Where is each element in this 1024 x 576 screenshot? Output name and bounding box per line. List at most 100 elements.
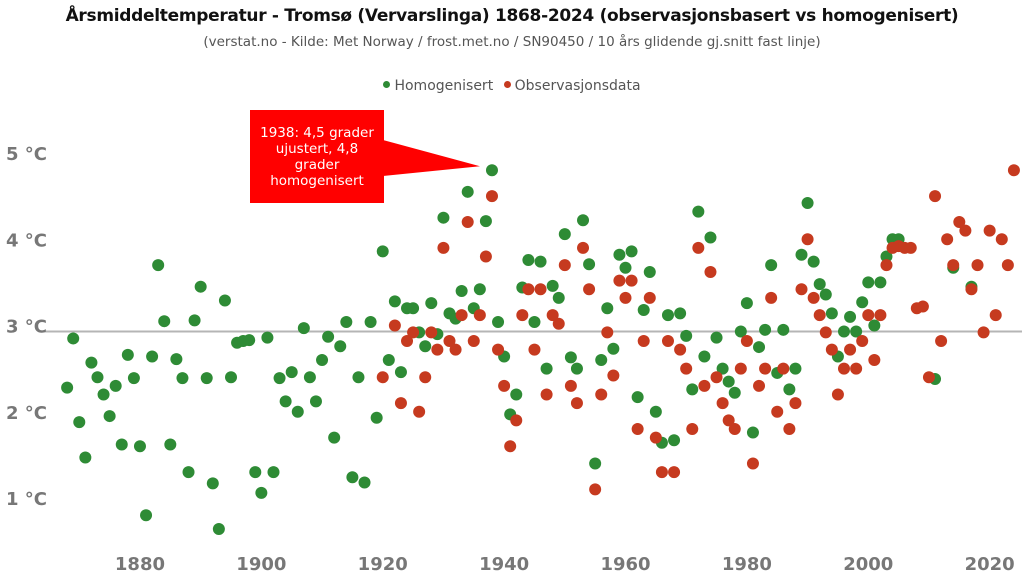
homogenisert-point	[249, 466, 262, 479]
homogenisert-point	[704, 231, 717, 244]
homogenisert-point	[133, 440, 146, 453]
homogenisert-point	[146, 350, 159, 363]
homogenisert-point	[674, 307, 687, 320]
homogenisert-point	[856, 296, 869, 309]
observasjonsdata-point	[413, 405, 426, 418]
observasjonsdata-point	[473, 309, 486, 322]
observasjonsdata-point	[528, 343, 541, 356]
homogenisert-point	[176, 372, 189, 385]
observasjonsdata-point	[771, 405, 784, 418]
observasjonsdata-point	[613, 274, 626, 287]
observasjonsdata-point	[977, 326, 990, 339]
homogenisert-point	[170, 353, 183, 366]
homogenisert-point	[425, 297, 438, 310]
legend-marker-observasjonsdata	[503, 80, 511, 88]
annotation-pointer	[383, 140, 480, 176]
homogenisert-point	[370, 411, 383, 424]
homogenisert-point	[522, 253, 535, 266]
homogenisert-point	[753, 341, 766, 354]
homogenisert-point	[115, 438, 128, 451]
observasjonsdata-point	[510, 414, 523, 427]
homogenisert-point	[589, 457, 602, 470]
observasjonsdata-point	[485, 190, 498, 203]
observasjonsdata-point	[425, 326, 438, 339]
observasjonsdata-point	[583, 283, 596, 296]
homogenisert-point	[225, 371, 238, 384]
observasjonsdata-point	[540, 388, 553, 401]
observasjonsdata-point	[868, 354, 881, 366]
homogenisert-point	[783, 383, 796, 396]
x-tick-label: 2000	[843, 554, 893, 575]
annotation-box: 1938: 4,5 grader ujustert, 4,8 grader ho…	[250, 110, 384, 203]
homogenisert-point	[261, 331, 274, 344]
observasjonsdata-point	[856, 335, 869, 348]
legend-label-observasjonsdata: Observasjonsdata	[514, 78, 641, 94]
homogenisert-point	[473, 283, 486, 296]
observasjonsdata-point	[722, 414, 735, 427]
homogenisert-point	[291, 405, 304, 418]
homogenisert-point	[631, 391, 644, 404]
observasjonsdata-point	[753, 379, 766, 392]
homogenisert-point	[352, 371, 365, 384]
homogenisert-point	[868, 319, 881, 332]
homogenisert-point	[394, 366, 407, 379]
observasjonsdata-point	[929, 190, 942, 203]
homogenisert-point	[789, 362, 802, 375]
observasjonsdata-point	[947, 259, 960, 272]
observasjonsdata-point	[589, 483, 602, 496]
homogenisert-point	[862, 276, 875, 289]
observasjonsdata-point	[558, 259, 571, 272]
observasjonsdata-point	[661, 335, 674, 348]
homogenisert-point	[85, 356, 98, 369]
homogenisert-point	[407, 302, 420, 315]
homogenisert-point	[643, 266, 656, 279]
homogenisert-point	[437, 211, 450, 224]
homogenisert-point	[206, 477, 219, 490]
homogenisert-point	[734, 325, 747, 338]
observasjonsdata-point	[655, 466, 668, 479]
legend-label-homogenisert: Homogenisert	[394, 78, 494, 94]
homogenisert-point	[844, 310, 857, 323]
homogenisert-point	[455, 285, 468, 297]
observasjonsdata-point	[394, 397, 407, 410]
legend-item-homogenisert[interactable]: Homogenisert	[383, 78, 493, 94]
observasjonsdata-point	[922, 371, 935, 384]
homogenisert-point	[273, 372, 286, 385]
homogenisert-point	[194, 280, 207, 293]
homogenisert-point	[777, 323, 790, 336]
observasjonsdata-point	[577, 241, 590, 254]
homogenisert-point	[825, 307, 838, 320]
homogenisert-point	[328, 431, 341, 444]
observasjonsdata-point	[795, 283, 808, 296]
observasjonsdata-point	[825, 343, 838, 356]
observasjonsdata-point	[686, 423, 699, 435]
observasjonsdata-point	[819, 326, 832, 339]
observasjonsdata-point	[461, 216, 474, 228]
homogenisert-point	[346, 471, 359, 484]
observasjonsdata-point	[674, 343, 687, 356]
observasjonsdata-point	[941, 233, 954, 246]
homogenisert-point	[613, 248, 626, 261]
homogenisert-point	[874, 276, 887, 289]
observasjonsdata-point	[831, 388, 844, 401]
homogenisert-point	[801, 197, 814, 210]
y-tick-label: 3 °C	[6, 317, 47, 338]
homogenisert-point	[740, 297, 753, 310]
observasjonsdata-point	[746, 457, 759, 470]
legend-item-observasjonsdata[interactable]: Observasjonsdata	[503, 78, 641, 94]
homogenisert-point	[91, 371, 104, 384]
homogenisert-point	[813, 278, 826, 291]
homogenisert-point	[121, 348, 134, 361]
x-tick-label: 1980	[722, 554, 772, 575]
observasjonsdata-point	[498, 379, 511, 392]
observasjonsdata-point	[467, 335, 480, 348]
homogenisert-point	[297, 322, 310, 335]
observasjonsdata-point	[419, 371, 432, 384]
observasjonsdata-point	[637, 335, 650, 348]
observasjonsdata-point	[595, 388, 608, 401]
homogenisert-point	[212, 523, 225, 536]
homogenisert-point	[710, 331, 723, 344]
observasjonsdata-point	[965, 283, 978, 296]
homogenisert-point	[388, 295, 401, 308]
observasjonsdata-point	[704, 266, 717, 279]
